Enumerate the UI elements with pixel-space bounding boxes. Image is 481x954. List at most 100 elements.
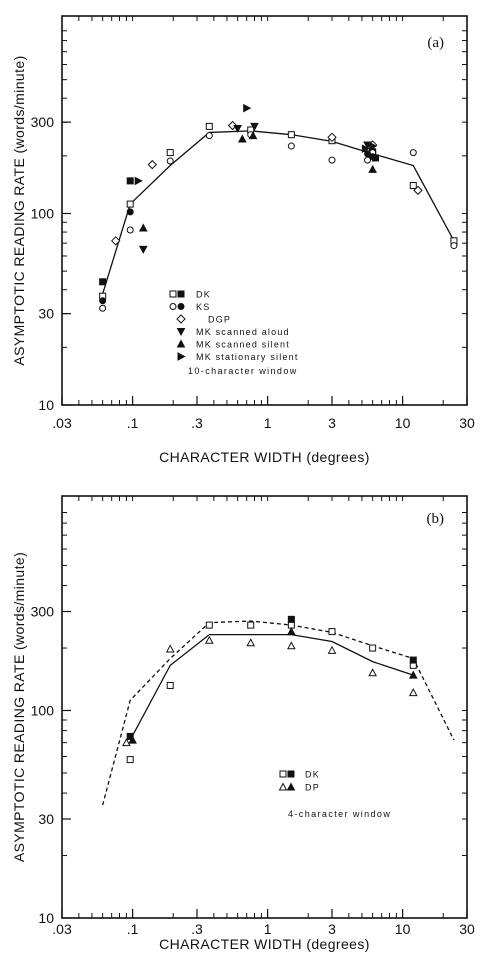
legend-marker [278,782,288,791]
panel-label: (b) [427,511,445,527]
data-point [126,200,134,208]
series-dp-open [122,635,418,747]
y-tick-label: 100 [31,703,55,719]
data-point [327,132,337,143]
data-point [227,120,238,131]
legend-label: MK scanned aloud [196,327,290,337]
data-point [99,297,107,305]
series-dk-filled [99,148,379,286]
legend-marker [169,290,177,298]
data-point [413,185,423,196]
x-tick-label: 10 [395,415,411,431]
data-point [369,644,377,652]
x-tick-label: 3 [328,921,336,937]
data-point [205,621,213,629]
x-tick-label: .03 [52,415,72,431]
legend-marker [176,339,186,348]
fit-curve-dashed [102,620,455,806]
plot-frame [61,15,468,406]
x-tick-label: 1 [264,415,272,431]
x-tick-label: .3 [191,921,203,937]
x-axis-title: CHARACTER WIDTH (degrees) [159,449,370,465]
data-point [126,226,134,234]
data-point [328,156,336,164]
data-point [409,656,417,664]
x-tick-label: 1 [264,921,272,937]
legend-label: DGP [208,315,231,325]
y-tick-label: 30 [38,811,54,827]
data-point [165,644,175,653]
series-dk-filled [126,615,417,740]
data-point [369,141,378,151]
data-point [409,149,417,157]
x-tick-label: .1 [127,415,139,431]
legend: DK KS DGP MK scanned aloud MK scanned silent… [169,290,297,362]
data-point [408,688,418,697]
data-point [368,668,377,677]
x-tick-label: .3 [191,415,203,431]
data-point [134,176,143,186]
series-dp-filled [128,627,418,744]
series-mk-stationary-silent-filled [134,103,378,186]
y-tick-label: 300 [31,114,55,130]
data-point [243,103,252,113]
x-tick-label: 10 [395,921,411,937]
panel-a: .03 .1 .3 1 3 10 30 10 30 100 300 CHARACTER WIDTH (… [11,15,475,465]
y-axis-title: ASYMPTOTIC READING RATE (words/minute) [11,552,27,862]
legend-label: DK [305,770,320,780]
data-point [450,242,458,250]
y-tick-label: 10 [38,910,54,926]
legend-label: KS [196,302,210,312]
data-point [122,738,131,747]
data-point [166,681,174,689]
data-point [205,132,213,140]
y-tick-label: 30 [38,306,54,322]
data-point [166,157,174,165]
series-mk-scanned-silent-filled [138,131,377,232]
data-point [126,732,134,740]
data-point [99,278,107,286]
data-point [327,645,337,654]
legend-marker [286,782,296,791]
data-point [204,635,214,644]
legend-marker [177,290,185,298]
data-point [287,142,295,150]
series-dk-open [126,621,417,764]
data-point [328,628,336,636]
data-point [408,670,418,679]
legend-marker [279,770,287,778]
x-tick-label: 3 [328,415,336,431]
x-axis-title: CHARACTER WIDTH (degrees) [159,936,370,952]
data-point [250,122,259,131]
data-point [147,159,158,170]
legend-marker [177,303,185,310]
panel-b: .03 .1 .3 1 3 10 30 10 30 100 300 CHARACTER WIDTH (… [11,495,475,952]
x-tick-label: 30 [459,415,475,431]
series-dk-open [99,122,458,300]
legend-marker [176,314,186,324]
series-dgp-open [111,120,423,246]
data-point [369,153,377,161]
y-tick-label: 300 [31,603,55,619]
legend-label: DP [305,783,320,793]
data-point [246,638,256,647]
data-point [287,627,296,636]
y-axis-title: ASYMPTOTIC READING RATE (words/minute) [11,55,27,365]
legend-label: MK scanned silent [196,340,290,350]
data-point [287,615,295,623]
series-ks-open [99,131,458,312]
data-point [138,245,148,254]
data-point [166,149,174,157]
data-point [237,134,247,143]
plot-frame [61,495,468,919]
fit-curve-solid [129,634,414,741]
data-point [126,208,134,216]
data-point [126,756,134,764]
data-point [248,131,258,140]
data-point [99,304,107,312]
legend-marker [177,352,186,361]
data-point [361,144,370,154]
fit-curve-solid [102,130,455,295]
y-tick-label: 10 [38,397,54,413]
legend-marker [287,770,295,778]
